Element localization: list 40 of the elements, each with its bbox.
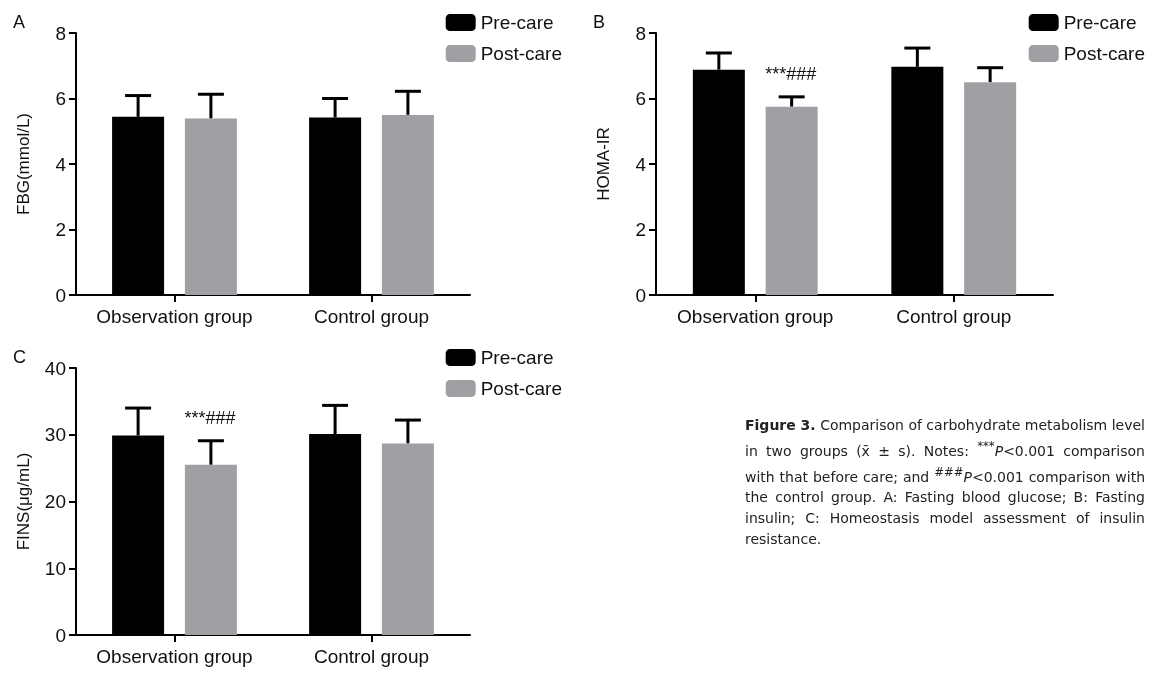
y-tick-label: 8	[55, 22, 66, 44]
y-tick-label: 0	[55, 624, 66, 646]
x-tick-label: Observation group	[96, 646, 253, 667]
y-axis-title: HOMA-IR	[594, 127, 613, 201]
annotation: ***###	[765, 63, 817, 84]
legend-label: Pre-care	[480, 12, 554, 33]
y-axis-title: FBG(mmol/L)	[14, 113, 33, 215]
bar	[184, 464, 237, 635]
y-tick-label: 8	[635, 22, 646, 44]
y-tick-label: 10	[44, 557, 66, 579]
y-tick-label: 2	[635, 219, 646, 240]
legend-label: Post-care	[1063, 43, 1146, 64]
y-tick-label: 0	[635, 284, 646, 306]
annotation: ***###	[184, 407, 236, 428]
x-tick-label: Control group	[313, 646, 430, 667]
y-tick-label: 20	[44, 491, 66, 512]
y-tick-label: 40	[44, 357, 66, 379]
x-tick-label: Control group	[313, 306, 430, 327]
y-tick-label: 6	[55, 88, 66, 109]
x-tick-label: Control group	[896, 306, 1012, 327]
y-axis-title: FINS(μg/mL)	[14, 452, 33, 551]
y-tick-label: 0	[55, 284, 66, 306]
y-tick-label: 4	[55, 153, 67, 175]
x-tick-label: Observation group	[677, 306, 834, 327]
y-tick-label: 4	[635, 153, 647, 175]
legend-label: Post-care	[480, 43, 563, 64]
y-tick-label: 30	[44, 424, 66, 446]
x-tick-label: Observation group	[96, 306, 253, 327]
chart-title: C	[13, 347, 26, 367]
chart-title: A	[13, 12, 26, 32]
bar	[765, 106, 818, 295]
legend-label: Pre-care	[480, 347, 554, 368]
y-tick-label: 6	[635, 88, 646, 109]
legend-label: Pre-care	[1063, 12, 1137, 33]
legend-label: Post-care	[480, 378, 563, 399]
bar	[964, 82, 1017, 295]
chart-title: B	[593, 12, 606, 32]
bar	[381, 443, 434, 635]
text: Figure 3.	[745, 417, 816, 433]
y-tick-label: 2	[55, 219, 66, 240]
